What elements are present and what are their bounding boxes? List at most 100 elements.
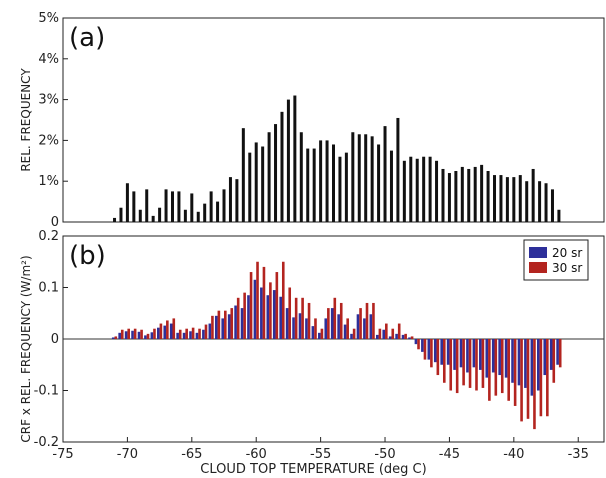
bar-b-20sr [208,323,212,339]
bar-b-20sr [388,336,392,339]
bar-b-30sr [281,261,285,339]
panel-a-ytick-label: 2% [38,133,59,148]
bar-a [158,207,162,222]
bar-a [241,128,245,222]
bar-b-30sr [249,272,253,339]
bar-b-20sr [137,331,141,339]
bar-b-20sr [221,318,225,339]
bar-a [190,193,194,222]
bar-b-20sr [453,339,456,370]
bar-b-30sr [442,339,446,383]
panel-b-ytick-label: 0 [51,332,59,347]
bar-b-20sr [382,329,386,339]
bar-b-30sr [146,333,150,339]
bar-b-30sr [301,297,304,339]
bar-b-20sr [157,327,160,339]
bar-b-20sr [279,296,282,339]
bar-a [377,144,381,222]
legend-label: 30 sr [552,261,582,275]
bar-a [145,189,149,222]
bar-b-30sr [520,339,523,422]
panel-a-ylabel: REL. FREQUENCY [19,68,33,172]
bar-b-20sr [498,339,501,376]
bar-b-30sr [494,339,498,396]
bar-b-20sr [182,332,186,339]
bar-b-20sr [163,325,167,339]
bar-b-20sr [131,330,134,339]
bar-a [447,173,451,222]
bar-a [409,156,413,222]
bar-b-20sr [356,314,360,339]
bar-a [228,177,232,222]
bar-b-30sr [275,272,279,339]
bar-b-30sr [359,308,362,339]
bar-b-30sr [294,297,298,339]
bar-b-30sr [378,328,382,339]
bar-a [119,207,123,222]
bar-b-20sr [266,295,270,339]
bar-b-30sr [198,328,201,339]
bar-b-20sr [504,339,508,378]
bar-b-20sr [234,305,237,339]
bar-a [113,217,117,222]
bar-b-20sr [524,339,527,388]
bar-a [338,156,342,222]
panel-a-ytick-label: 1% [38,174,59,189]
bar-b-30sr [526,339,530,419]
panel-b-ytick-label: -0.2 [34,435,59,450]
bar-b-20sr [491,339,495,373]
bar-b-20sr [543,339,547,376]
bar-a [138,209,142,222]
bar-b-20sr [337,314,340,339]
panel-a-ytick-label: 5% [38,11,59,26]
bar-b-20sr [395,333,398,339]
bar-b-30sr [533,339,536,430]
bar-b-20sr [227,314,231,339]
bar-b-30sr [500,339,504,394]
bar-b-30sr [127,328,131,339]
bar-a [293,95,297,222]
bar-b-30sr [423,339,427,360]
bar-a [261,146,265,222]
xtick-label: -55 [310,447,331,462]
bar-b-30sr [488,339,491,401]
panel-b-ylabel: CRF x REL. FREQUENCY (W/m²) [19,255,33,442]
bar-a [499,175,503,222]
bar-a [357,134,361,222]
bar-b-20sr [556,339,559,365]
bar-a [505,177,509,222]
bar-b-30sr [391,328,395,339]
bar-a [441,168,445,222]
bar-a [248,152,252,222]
bar-a [557,209,561,222]
bar-b-20sr [459,339,463,368]
legend-swatch [529,247,547,258]
bar-a [151,215,155,222]
bar-a [254,142,258,222]
legend-swatch [529,262,547,273]
bar-a [525,181,529,222]
xtick-label: -70 [117,447,138,462]
bar-a [216,201,220,222]
bar-b-30sr [172,318,176,339]
bar-b-30sr [327,308,330,339]
bar-b-20sr [240,308,244,339]
bar-b-30sr [352,328,356,339]
bar-a [164,189,168,222]
bar-b-30sr [288,287,292,339]
bar-b-20sr [330,308,334,339]
bar-b-20sr [285,308,289,339]
bar-a [177,191,181,222]
bar-a [267,132,271,222]
bar-b-20sr [305,318,308,339]
bar-b-30sr [243,292,246,339]
bar-b-20sr [485,339,489,378]
x-axis-label: CLOUD TOP TEMPERATURE (deg C) [200,462,426,477]
bar-a [325,140,329,222]
bar-a [364,134,368,222]
panel-b: -0.2 -0.1 0 0.1 0.2 -75 -70 -65 -60 -55 -50 -45 -40 -… [19,229,605,477]
bar-b-30sr [133,328,137,339]
bar-b-30sr [513,339,517,406]
bar-b-30sr [455,339,459,394]
